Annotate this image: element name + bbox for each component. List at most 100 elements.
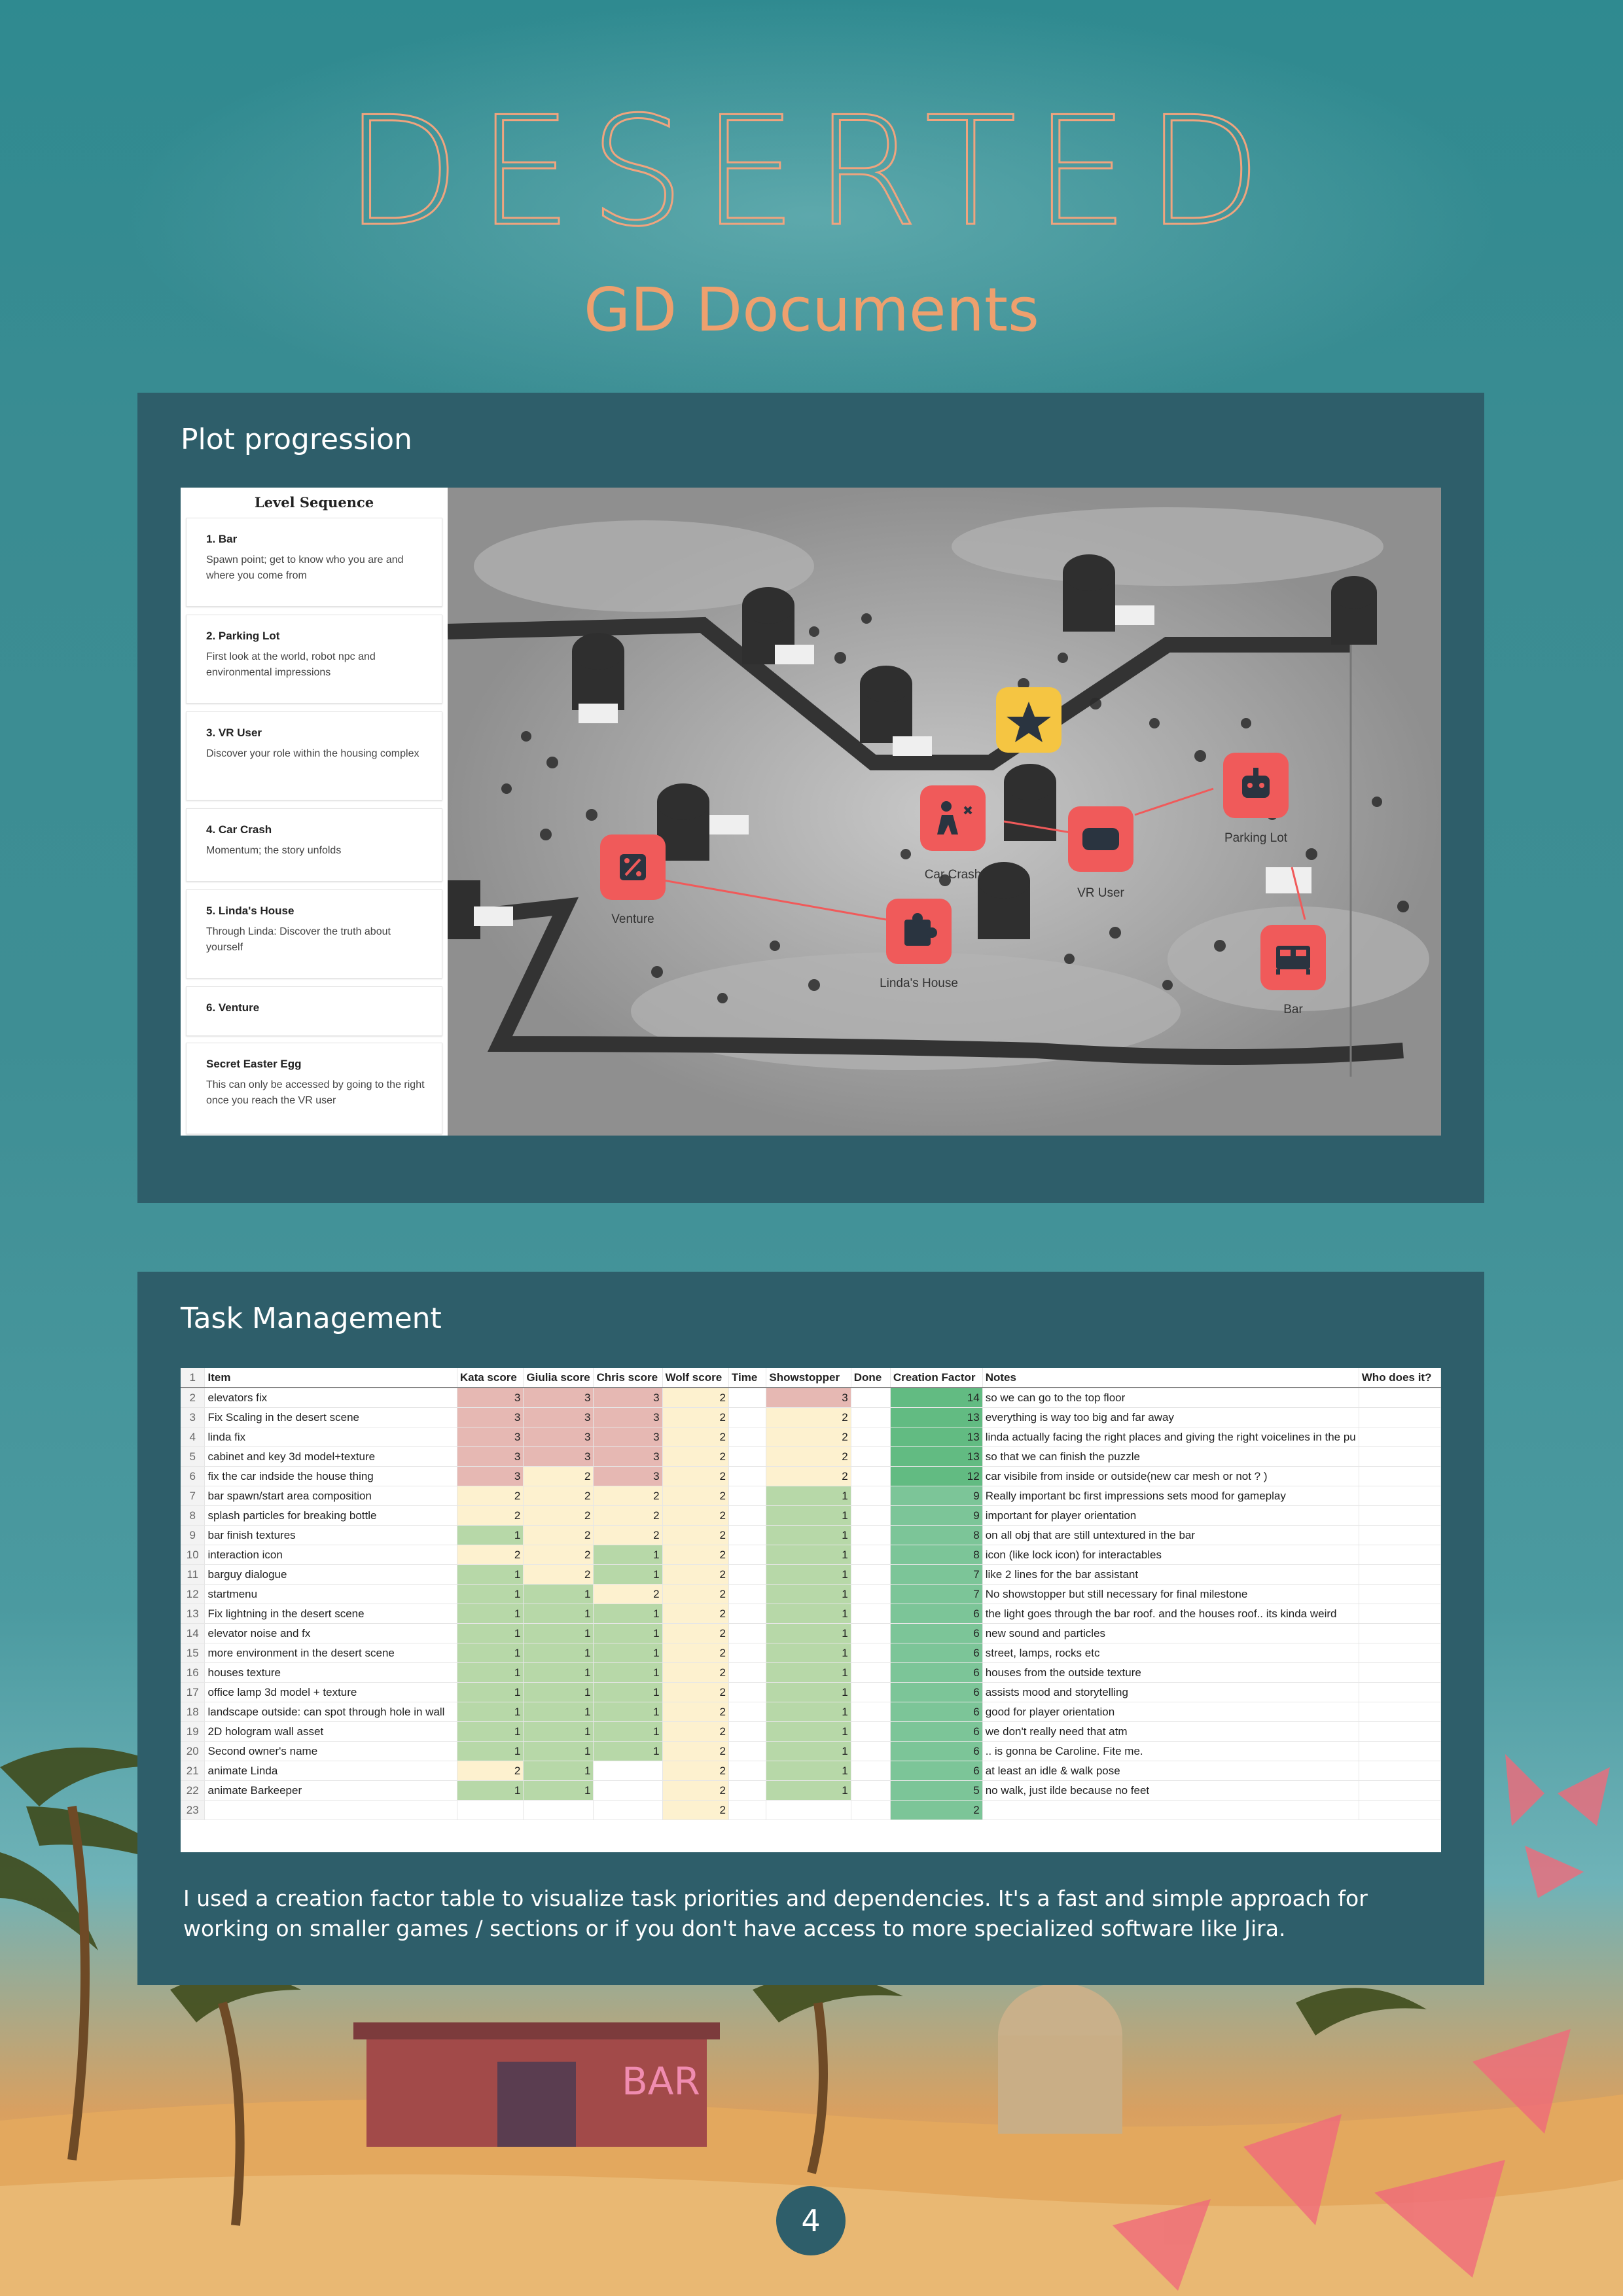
creation-factor-cell[interactable]: 6: [890, 1682, 983, 1702]
creation-factor-cell[interactable]: 6: [890, 1721, 983, 1742]
giulia-score-cell[interactable]: 2: [523, 1486, 594, 1506]
done-cell[interactable]: [851, 1466, 891, 1486]
task-item-cell[interactable]: 2D hologram wall asset: [204, 1721, 457, 1742]
notes-cell[interactable]: assists mood and storytelling: [982, 1682, 1359, 1702]
task-item-cell[interactable]: houses texture: [204, 1662, 457, 1683]
notes-cell[interactable]: like 2 lines for the bar assistant: [982, 1564, 1359, 1585]
notes-cell[interactable]: No showstopper but still necessary for f…: [982, 1584, 1359, 1604]
assignee-cell[interactable]: [1359, 1525, 1441, 1545]
done-cell[interactable]: [851, 1741, 891, 1761]
assignee-cell[interactable]: [1359, 1623, 1441, 1643]
column-header[interactable]: Item: [204, 1368, 457, 1388]
chris-score-cell[interactable]: 1: [593, 1702, 663, 1722]
chris-score-cell[interactable]: 1: [593, 1564, 663, 1585]
task-item-cell[interactable]: Fix lightning in the desert scene: [204, 1604, 457, 1624]
giulia-score-cell[interactable]: 2: [523, 1564, 594, 1585]
kata-score-cell[interactable]: 3: [457, 1427, 524, 1447]
assignee-cell[interactable]: [1359, 1761, 1441, 1781]
column-header[interactable]: Wolf score: [662, 1368, 729, 1388]
wolf-score-cell[interactable]: 2: [662, 1800, 729, 1820]
time-cell[interactable]: [728, 1466, 767, 1486]
creation-factor-cell[interactable]: 9: [890, 1486, 983, 1506]
row-number[interactable]: 13: [181, 1604, 205, 1624]
wolf-score-cell[interactable]: 2: [662, 1682, 729, 1702]
kata-score-cell[interactable]: 1: [457, 1525, 524, 1545]
wolf-score-cell[interactable]: 2: [662, 1780, 729, 1801]
time-cell[interactable]: [728, 1584, 767, 1604]
kata-score-cell[interactable]: 1: [457, 1682, 524, 1702]
time-cell[interactable]: [728, 1388, 767, 1408]
chris-score-cell[interactable]: 1: [593, 1662, 663, 1683]
task-item-cell[interactable]: fix the car indside the house thing: [204, 1466, 457, 1486]
task-item-cell[interactable]: Second owner's name: [204, 1741, 457, 1761]
column-header[interactable]: Time: [728, 1368, 767, 1388]
creation-factor-cell[interactable]: 8: [890, 1525, 983, 1545]
assignee-cell[interactable]: [1359, 1545, 1441, 1565]
kata-score-cell[interactable]: 1: [457, 1721, 524, 1742]
showstopper-cell[interactable]: 1: [766, 1525, 851, 1545]
time-cell[interactable]: [728, 1780, 767, 1801]
giulia-score-cell[interactable]: 1: [523, 1643, 594, 1663]
task-item-cell[interactable]: elevator noise and fx: [204, 1623, 457, 1643]
notes-cell[interactable]: good for player orientation: [982, 1702, 1359, 1722]
showstopper-cell[interactable]: 1: [766, 1643, 851, 1663]
creation-factor-cell[interactable]: 14: [890, 1388, 983, 1408]
wolf-score-cell[interactable]: 2: [662, 1466, 729, 1486]
assignee-cell[interactable]: [1359, 1584, 1441, 1604]
giulia-score-cell[interactable]: 3: [523, 1388, 594, 1408]
time-cell[interactable]: [728, 1721, 767, 1742]
notes-cell[interactable]: car visibile from inside or outside(new …: [982, 1466, 1359, 1486]
kata-score-cell[interactable]: 1: [457, 1741, 524, 1761]
done-cell[interactable]: [851, 1584, 891, 1604]
task-item-cell[interactable]: bar finish textures: [204, 1525, 457, 1545]
showstopper-cell[interactable]: 2: [766, 1407, 851, 1427]
creation-factor-cell[interactable]: 6: [890, 1623, 983, 1643]
time-cell[interactable]: [728, 1800, 767, 1820]
row-number[interactable]: 9: [181, 1525, 205, 1545]
chris-score-cell[interactable]: 1: [593, 1721, 663, 1742]
showstopper-cell[interactable]: 1: [766, 1741, 851, 1761]
done-cell[interactable]: [851, 1525, 891, 1545]
row-number[interactable]: 2: [181, 1388, 205, 1408]
wolf-score-cell[interactable]: 2: [662, 1643, 729, 1663]
showstopper-cell[interactable]: 1: [766, 1564, 851, 1585]
notes-cell[interactable]: linda actually facing the right places a…: [982, 1427, 1359, 1447]
done-cell[interactable]: [851, 1702, 891, 1722]
column-header[interactable]: Creation Factor: [890, 1368, 983, 1388]
giulia-score-cell[interactable]: 1: [523, 1741, 594, 1761]
chris-score-cell[interactable]: 2: [593, 1505, 663, 1526]
notes-cell[interactable]: everything is way too big and far away: [982, 1407, 1359, 1427]
kata-score-cell[interactable]: 3: [457, 1446, 524, 1467]
task-item-cell[interactable]: Fix Scaling in the desert scene: [204, 1407, 457, 1427]
task-item-cell[interactable]: elevators fix: [204, 1388, 457, 1408]
done-cell[interactable]: [851, 1545, 891, 1565]
done-cell[interactable]: [851, 1662, 891, 1683]
kata-score-cell[interactable]: 1: [457, 1623, 524, 1643]
showstopper-cell[interactable]: 1: [766, 1584, 851, 1604]
creation-factor-cell[interactable]: 6: [890, 1761, 983, 1781]
creation-factor-cell[interactable]: 2: [890, 1800, 983, 1820]
notes-cell[interactable]: the light goes through the bar roof. and…: [982, 1604, 1359, 1624]
column-header[interactable]: Done: [851, 1368, 891, 1388]
chris-score-cell[interactable]: 1: [593, 1545, 663, 1565]
wolf-score-cell[interactable]: 2: [662, 1525, 729, 1545]
creation-factor-cell[interactable]: 12: [890, 1466, 983, 1486]
done-cell[interactable]: [851, 1800, 891, 1820]
giulia-score-cell[interactable]: [523, 1800, 594, 1820]
wolf-score-cell[interactable]: 2: [662, 1584, 729, 1604]
task-item-cell[interactable]: interaction icon: [204, 1545, 457, 1565]
done-cell[interactable]: [851, 1604, 891, 1624]
done-cell[interactable]: [851, 1407, 891, 1427]
column-header[interactable]: Kata score: [457, 1368, 524, 1388]
creation-factor-cell[interactable]: 6: [890, 1662, 983, 1683]
assignee-cell[interactable]: [1359, 1682, 1441, 1702]
task-item-cell[interactable]: startmenu: [204, 1584, 457, 1604]
showstopper-cell[interactable]: 1: [766, 1721, 851, 1742]
chris-score-cell[interactable]: 3: [593, 1388, 663, 1408]
row-number[interactable]: 17: [181, 1682, 205, 1702]
giulia-score-cell[interactable]: 1: [523, 1623, 594, 1643]
creation-factor-cell[interactable]: 6: [890, 1741, 983, 1761]
row-number[interactable]: 20: [181, 1741, 205, 1761]
giulia-score-cell[interactable]: 1: [523, 1721, 594, 1742]
task-item-cell[interactable]: more environment in the desert scene: [204, 1643, 457, 1663]
